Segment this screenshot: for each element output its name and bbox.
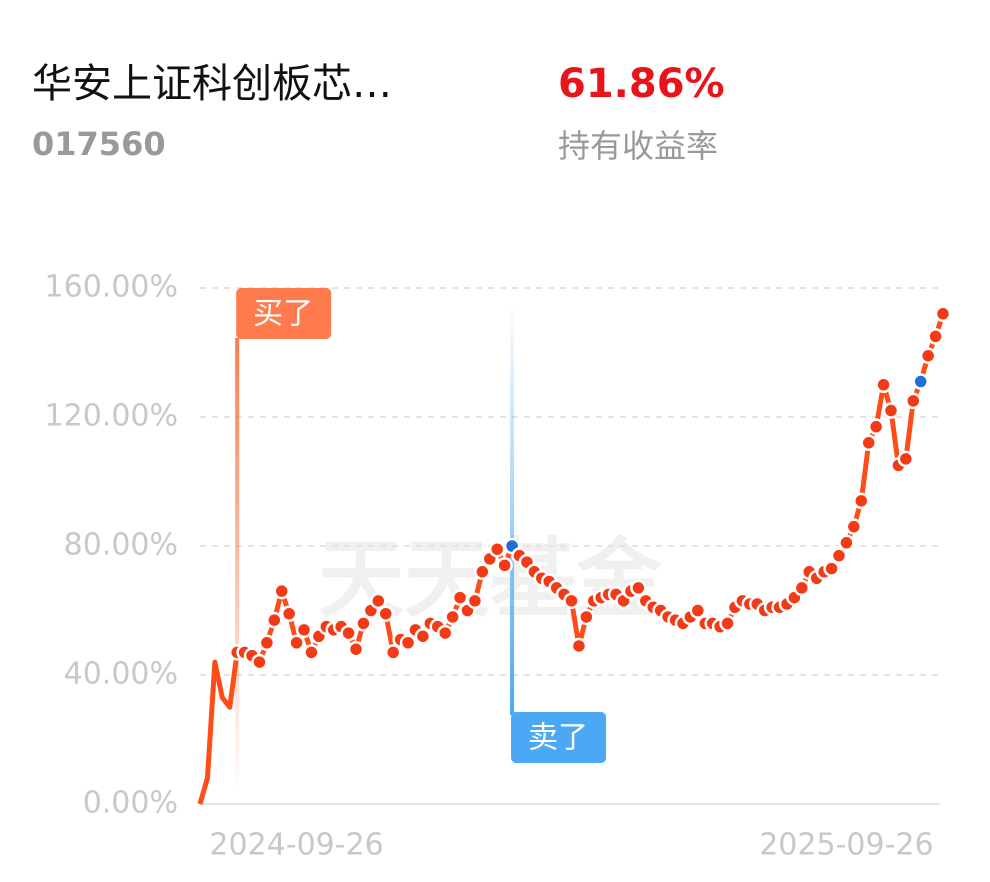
annotation-line <box>510 300 515 715</box>
data-point <box>830 547 848 564</box>
data-point <box>340 624 357 642</box>
data-point <box>927 328 944 345</box>
annotation-line <box>235 338 240 795</box>
data-point <box>719 615 736 632</box>
data-point <box>570 637 588 655</box>
data-point <box>444 608 461 626</box>
data-point <box>466 592 484 610</box>
data-point <box>882 402 900 419</box>
data-point <box>488 540 506 558</box>
data-point <box>912 373 929 390</box>
data-point <box>474 563 491 581</box>
data-point <box>347 640 365 658</box>
data-point <box>934 305 952 323</box>
y-tick-label: 120.00% <box>45 399 178 434</box>
data-point <box>689 602 707 619</box>
data-point <box>451 589 469 606</box>
return-label: 持有收益率 <box>558 127 718 165</box>
data-point <box>496 557 513 574</box>
data-point <box>905 392 922 410</box>
x-tick-label: 2024-09-26 <box>209 828 383 863</box>
data-point <box>823 560 840 577</box>
data-point <box>845 518 863 535</box>
data-point <box>399 634 417 651</box>
data-point <box>436 624 454 642</box>
data-point <box>853 492 870 510</box>
data-point <box>897 450 915 468</box>
y-tick-label: 0.00% <box>83 786 178 821</box>
data-point <box>838 534 855 552</box>
data-point <box>919 347 937 364</box>
data-point <box>295 621 313 639</box>
data-point <box>370 592 387 610</box>
y-tick-label: 160.00% <box>45 270 178 305</box>
data-point <box>414 628 432 645</box>
annotation-text: 卖了 <box>528 721 588 756</box>
data-point <box>793 579 811 597</box>
data-point <box>867 418 885 435</box>
data-point <box>251 653 268 671</box>
data-point <box>377 605 394 622</box>
data-point <box>384 644 402 661</box>
data-point <box>288 634 305 651</box>
data-point <box>273 582 290 600</box>
data-point <box>266 611 283 629</box>
y-tick-label: 40.00% <box>64 657 178 692</box>
return-value: 61.86% <box>558 61 725 107</box>
fund-name: 华安上证科创板芯… <box>32 61 392 107</box>
annotation-box <box>236 288 332 339</box>
data-point <box>563 592 580 610</box>
data-point <box>875 376 892 393</box>
data-point <box>355 615 372 632</box>
annotation-box <box>511 712 607 763</box>
data-point <box>303 644 320 661</box>
data-point <box>280 605 298 622</box>
data-point <box>860 434 877 452</box>
data-point <box>258 634 276 651</box>
data-point <box>630 579 647 597</box>
fund-code: 017560 <box>32 125 166 163</box>
y-tick-label: 80.00% <box>64 528 178 563</box>
data-point <box>578 608 595 626</box>
x-tick-label: 2025-09-26 <box>759 828 933 863</box>
annotation-text: 买了 <box>253 297 313 332</box>
